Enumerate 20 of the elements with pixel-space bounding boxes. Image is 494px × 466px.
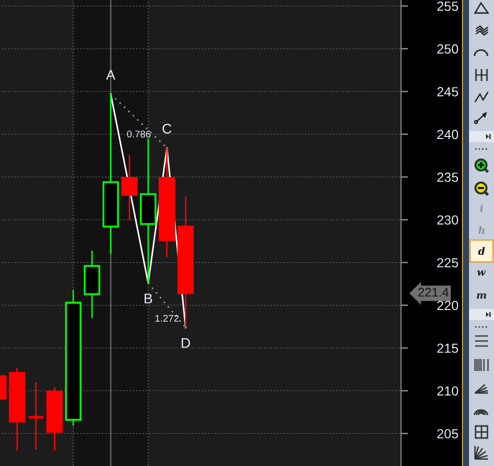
y-tick-label: 205 xyxy=(437,429,458,438)
y-tick-label: 225 xyxy=(437,258,458,268)
series-label: 0.786 xyxy=(127,130,151,138)
data-label: B xyxy=(144,294,152,304)
candlestick xyxy=(27,382,45,450)
y-tick-label: 210 xyxy=(437,386,458,396)
text: 221.4 xyxy=(418,288,449,297)
data-label: D xyxy=(182,338,190,348)
y-tick-label: 245 xyxy=(437,87,458,96)
data-label: A xyxy=(106,70,116,80)
y-tick-label: 235 xyxy=(437,172,458,182)
y-tick-label: 220 xyxy=(437,300,458,310)
series-label: 1.272 xyxy=(155,314,179,322)
candlestick xyxy=(121,154,138,222)
y-tick-label: 240 xyxy=(437,130,458,140)
data-label: C xyxy=(162,124,172,134)
y-tick-label: 250 xyxy=(437,44,458,54)
y-tick-label: 215 xyxy=(437,344,458,353)
y-tick-label: 255 xyxy=(437,2,458,11)
y-tick-label: 230 xyxy=(437,215,458,225)
